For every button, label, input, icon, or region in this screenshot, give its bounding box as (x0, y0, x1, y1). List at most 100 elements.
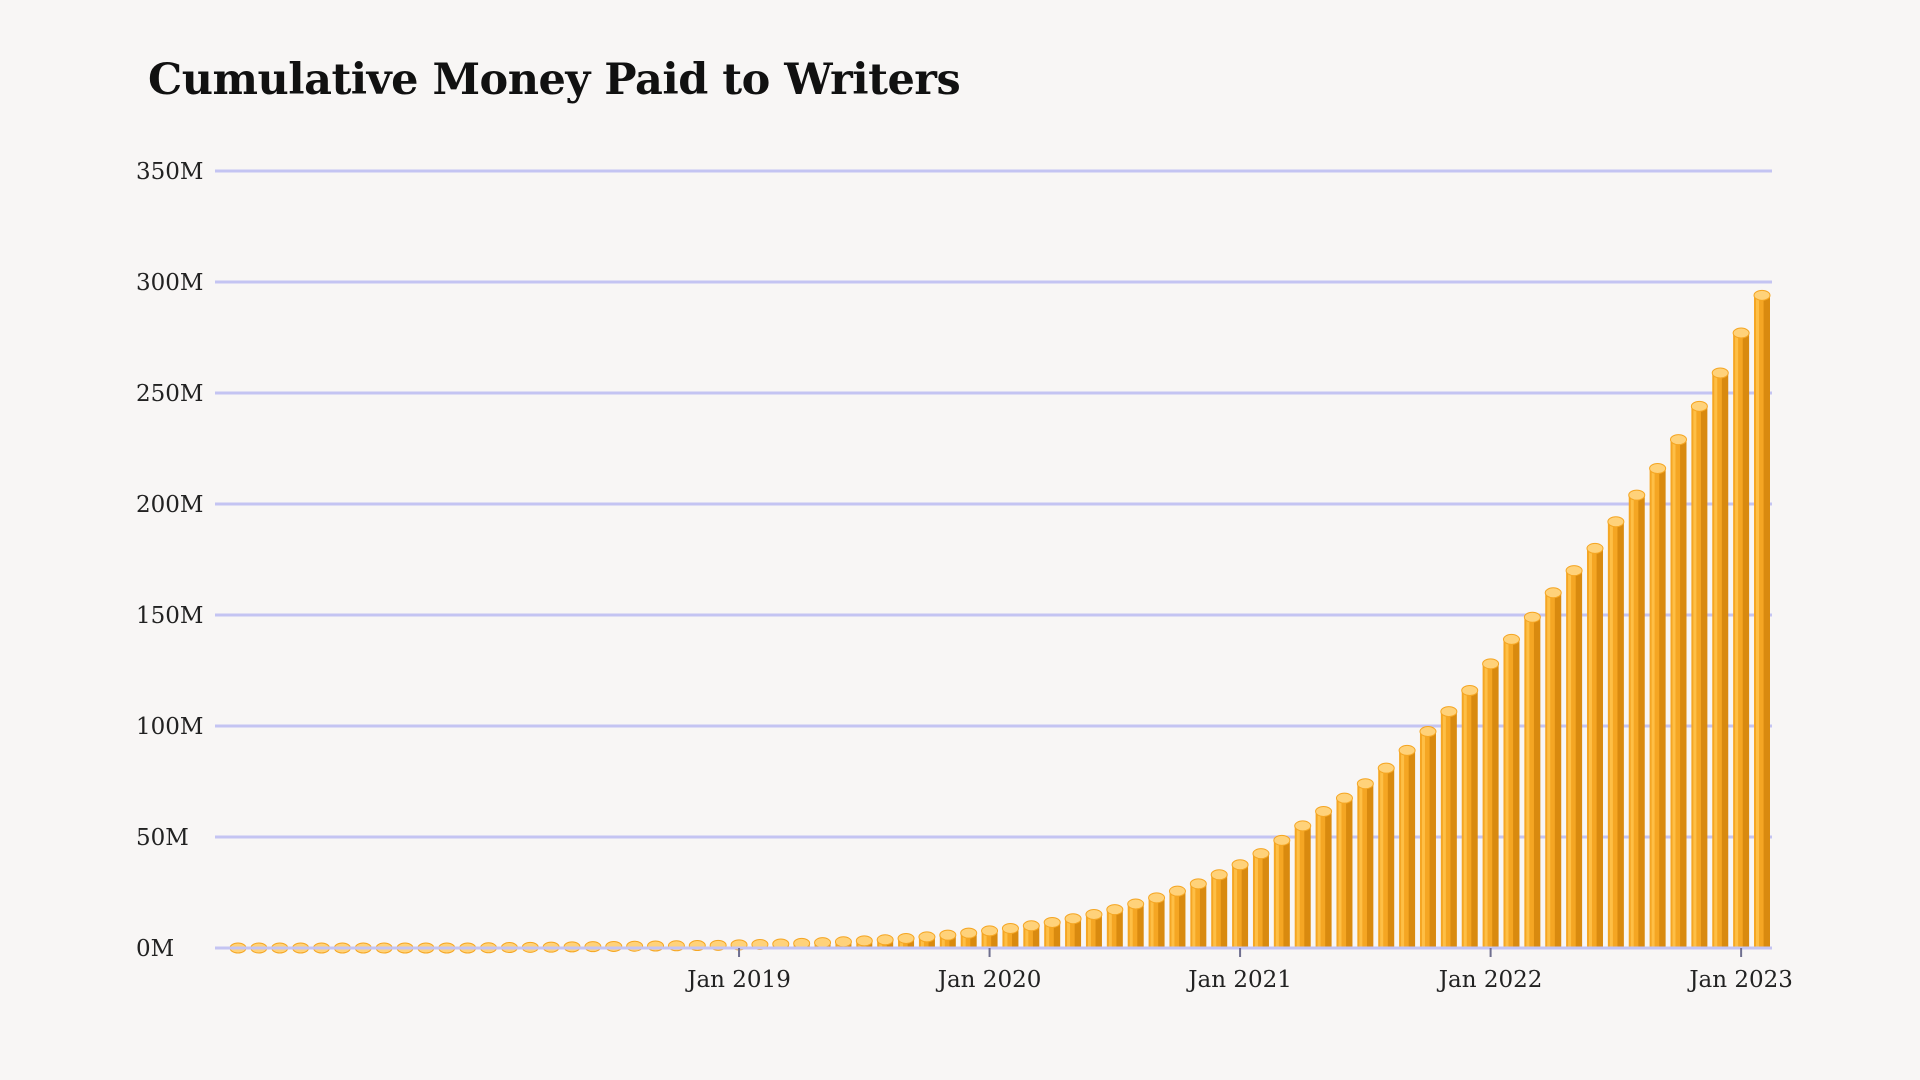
bar-highlight (1192, 883, 1196, 948)
bar-highlight (1505, 639, 1509, 948)
bar-top (1607, 516, 1625, 528)
bar-side (1616, 521, 1624, 948)
bar-highlight (1234, 864, 1238, 948)
bar (960, 927, 978, 948)
bar-top (1127, 898, 1145, 910)
bar-highlight (1568, 570, 1572, 948)
bar-top (855, 935, 873, 947)
bar-top (1690, 400, 1708, 412)
bar-side (1449, 711, 1457, 948)
bar-highlight (1463, 690, 1467, 948)
bar-top (605, 940, 623, 952)
bar (1690, 400, 1708, 948)
bar-top (1043, 916, 1061, 928)
bar (1210, 869, 1228, 948)
bar-side (948, 935, 956, 948)
bar (1294, 820, 1312, 948)
bar-side (1658, 468, 1666, 948)
bar-highlight (1756, 295, 1759, 948)
bar-side (1073, 918, 1082, 948)
bar-side (1345, 798, 1353, 948)
bar (1482, 658, 1500, 948)
bar-side (1491, 663, 1499, 948)
bar-top (1064, 913, 1082, 925)
bar (1732, 327, 1750, 948)
bar-top (1273, 834, 1291, 846)
bar-top (1753, 289, 1771, 301)
bar (1649, 462, 1667, 948)
x-tick-label: Jan 2023 (1687, 967, 1793, 993)
bar-side (1387, 768, 1395, 948)
bar-side (906, 938, 915, 948)
bar-top (1461, 684, 1479, 696)
bar-highlight (1484, 663, 1488, 948)
bar-side (1762, 295, 1770, 948)
bar-top (939, 929, 957, 941)
bar-side (969, 933, 977, 948)
bar (876, 934, 894, 948)
bar-top (1148, 892, 1166, 904)
bar-side (1115, 909, 1123, 948)
bar (1168, 885, 1186, 948)
bar-top (814, 937, 832, 949)
bar-highlight (1338, 798, 1342, 948)
bar-top (1565, 565, 1583, 577)
bar-side (1178, 891, 1186, 948)
bar-top (1586, 542, 1604, 554)
bar (1377, 762, 1395, 948)
y-tick-label: 300M (136, 270, 203, 296)
bar-top (1440, 706, 1458, 718)
bar-highlight (1421, 731, 1425, 948)
bar-side (1282, 840, 1290, 948)
chart-title: Cumulative Money Paid to Writers (148, 55, 961, 105)
bar-top (1732, 327, 1750, 339)
bar-top (1649, 462, 1667, 474)
bar-highlight (1359, 783, 1363, 948)
bar (1315, 805, 1333, 948)
bar-top (834, 936, 852, 948)
bar (1440, 706, 1458, 948)
bar-highlight (1108, 909, 1112, 948)
bar-highlight (1171, 891, 1175, 948)
bar-highlight (1150, 897, 1154, 948)
bar-highlight (941, 935, 945, 948)
bar-top (1210, 869, 1228, 881)
bar-top (897, 932, 915, 944)
bar-highlight (1442, 711, 1446, 948)
bar-top (1231, 859, 1249, 871)
bar-side (1679, 439, 1687, 948)
bar (1189, 878, 1207, 948)
bar (1544, 587, 1562, 948)
bar-top (1419, 726, 1437, 738)
bar-side (1324, 811, 1332, 948)
bar-top (1168, 885, 1186, 897)
bar (1085, 908, 1103, 948)
bar (1127, 898, 1145, 948)
bar (605, 940, 623, 952)
bar (1398, 744, 1416, 948)
bar-top (626, 940, 644, 952)
y-tick-label: 150M (136, 603, 203, 629)
gridlines (215, 169, 1772, 839)
bar-side (1574, 570, 1583, 948)
bar-top (1502, 633, 1520, 645)
bar-highlight (1275, 840, 1279, 948)
bar-highlight (1129, 904, 1133, 948)
bar (1461, 684, 1479, 948)
bar-side (1428, 731, 1436, 948)
bar-top (1022, 920, 1040, 932)
y-axis-labels: 0M 50M 100M 150M 200M 250M 300M 350M (136, 159, 203, 962)
bar-top (1398, 744, 1416, 756)
bar (1502, 633, 1520, 948)
bar (1001, 922, 1019, 948)
bar-top (1628, 489, 1646, 501)
bar-side (1721, 373, 1729, 948)
bar-top (1544, 587, 1562, 599)
bar-side (1700, 406, 1708, 948)
bar (1419, 726, 1437, 948)
bar (1523, 611, 1541, 948)
bar (647, 940, 665, 952)
bar-top (1085, 908, 1103, 920)
bar-highlight (900, 938, 904, 948)
